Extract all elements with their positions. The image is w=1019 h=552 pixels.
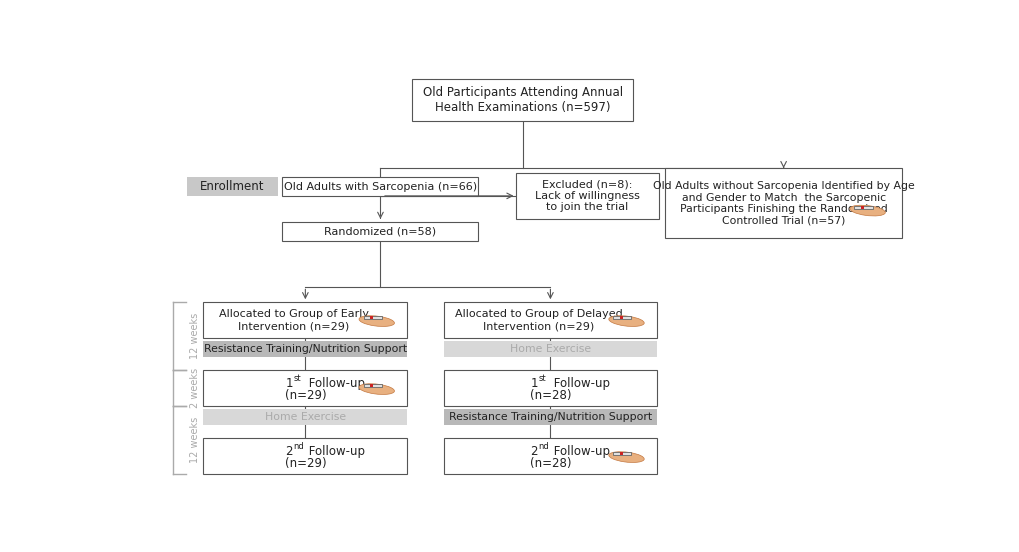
Ellipse shape (849, 205, 884, 216)
FancyBboxPatch shape (664, 168, 902, 238)
Text: nd: nd (293, 442, 304, 451)
FancyBboxPatch shape (203, 438, 407, 474)
FancyBboxPatch shape (363, 316, 381, 319)
Text: Enrollment: Enrollment (200, 180, 264, 193)
Text: Allocated to Group of Early
Intervention (n=29): Allocated to Group of Early Intervention… (218, 310, 368, 331)
FancyBboxPatch shape (443, 341, 656, 357)
Text: (n=29): (n=29) (284, 389, 326, 402)
Text: st: st (293, 374, 301, 383)
Text: Excluded (n=8):
Lack of willingness
to join the trial: Excluded (n=8): Lack of willingness to j… (535, 179, 639, 213)
Text: Follow-up: Follow-up (305, 444, 365, 458)
FancyBboxPatch shape (443, 409, 656, 426)
FancyBboxPatch shape (203, 370, 407, 406)
FancyBboxPatch shape (203, 409, 407, 426)
FancyBboxPatch shape (363, 384, 381, 388)
Text: Old Participants Attending Annual
Health Examinations (n=597): Old Participants Attending Annual Health… (422, 86, 623, 114)
FancyBboxPatch shape (443, 302, 656, 338)
Text: Resistance Training/Nutrition Support: Resistance Training/Nutrition Support (204, 344, 407, 354)
Text: Home Exercise: Home Exercise (265, 412, 345, 422)
FancyBboxPatch shape (612, 452, 631, 455)
Ellipse shape (359, 316, 394, 326)
Text: nd: nd (538, 442, 549, 451)
FancyBboxPatch shape (620, 452, 623, 455)
Text: Follow-up: Follow-up (305, 376, 365, 390)
FancyBboxPatch shape (620, 316, 623, 319)
Ellipse shape (608, 452, 644, 463)
FancyBboxPatch shape (412, 79, 633, 121)
Text: Home Exercise: Home Exercise (510, 344, 590, 354)
Text: Resistance Training/Nutrition Support: Resistance Training/Nutrition Support (448, 412, 651, 422)
Text: 12 weeks: 12 weeks (190, 313, 200, 359)
Text: Follow-up: Follow-up (550, 444, 609, 458)
FancyBboxPatch shape (282, 177, 478, 196)
FancyBboxPatch shape (443, 370, 656, 406)
FancyBboxPatch shape (516, 172, 658, 219)
Text: Old Adults without Sarcopenia Identified by Age
and Gender to Match  the Sarcope: Old Adults without Sarcopenia Identified… (652, 181, 914, 226)
Text: Follow-up: Follow-up (550, 376, 609, 390)
Text: 2: 2 (530, 444, 537, 458)
Text: 1: 1 (285, 376, 292, 390)
FancyBboxPatch shape (860, 205, 863, 209)
Text: 1: 1 (530, 376, 537, 390)
Text: (n=28): (n=28) (529, 389, 571, 402)
Text: 12 weeks: 12 weeks (190, 417, 200, 463)
FancyBboxPatch shape (282, 222, 478, 241)
Text: (n=28): (n=28) (529, 458, 571, 470)
Text: (n=29): (n=29) (284, 458, 326, 470)
Ellipse shape (359, 384, 394, 395)
FancyBboxPatch shape (854, 205, 871, 209)
Text: st: st (538, 374, 545, 383)
FancyBboxPatch shape (612, 316, 631, 319)
Text: Old Adults with Sarcopenia (n=66): Old Adults with Sarcopenia (n=66) (283, 182, 477, 192)
FancyBboxPatch shape (203, 302, 407, 338)
Text: 2 weeks: 2 weeks (190, 368, 200, 408)
FancyBboxPatch shape (370, 384, 373, 388)
Text: Randomized (n=58): Randomized (n=58) (324, 226, 436, 236)
FancyBboxPatch shape (203, 341, 407, 357)
FancyBboxPatch shape (186, 177, 277, 196)
Text: Allocated to Group of Delayed
Intervention (n=29): Allocated to Group of Delayed Interventi… (454, 310, 622, 331)
Text: 2: 2 (285, 444, 292, 458)
FancyBboxPatch shape (443, 438, 656, 474)
Ellipse shape (608, 316, 644, 326)
FancyBboxPatch shape (370, 316, 373, 319)
